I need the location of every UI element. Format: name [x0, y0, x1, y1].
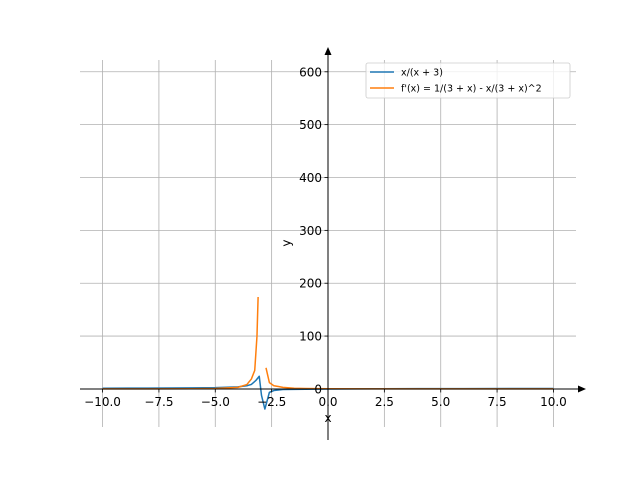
x-tick-label: −10.0	[84, 395, 121, 409]
x-tick-label: 2.5	[375, 395, 394, 409]
y-tick-label: 0	[314, 382, 322, 396]
legend-entry-0: x/(x + 3)	[401, 68, 443, 79]
x-tick-label: 7.5	[488, 395, 507, 409]
legend-entry-1: f'(x) = 1/(3 + x) - x/(3 + x)^2	[401, 84, 542, 95]
y-tick-label: 100	[299, 330, 322, 344]
x-tick-label: 0.0	[318, 395, 337, 409]
axes	[80, 47, 586, 440]
y-tick-label: 300	[299, 224, 322, 238]
y-tick-label: 400	[299, 171, 322, 185]
x-tick-label: −5.0	[201, 395, 230, 409]
x-tick-label: 5.0	[431, 395, 450, 409]
x-axis-arrow	[578, 385, 586, 393]
y-tick-label: 600	[299, 65, 322, 79]
x-tick-label: 10.0	[540, 395, 567, 409]
x-tick-label: −7.5	[144, 395, 173, 409]
legend: x/(x + 3) f'(x) = 1/(3 + x) - x/(3 + x)^…	[365, 62, 571, 99]
legend-box	[365, 62, 571, 99]
x-tick-label: −2.5	[257, 395, 286, 409]
tick-labels: −10.0 −7.5 −5.0 −2.5 0.0 2.5 5.0 7.5 10.0 0 100 200…	[84, 65, 567, 409]
y-tick-label: 500	[299, 118, 322, 132]
x-axis-label: x	[324, 411, 331, 425]
y-axis-label: y	[280, 239, 294, 246]
y-axis-arrow	[324, 47, 332, 55]
y-tick-label: 200	[299, 277, 322, 291]
